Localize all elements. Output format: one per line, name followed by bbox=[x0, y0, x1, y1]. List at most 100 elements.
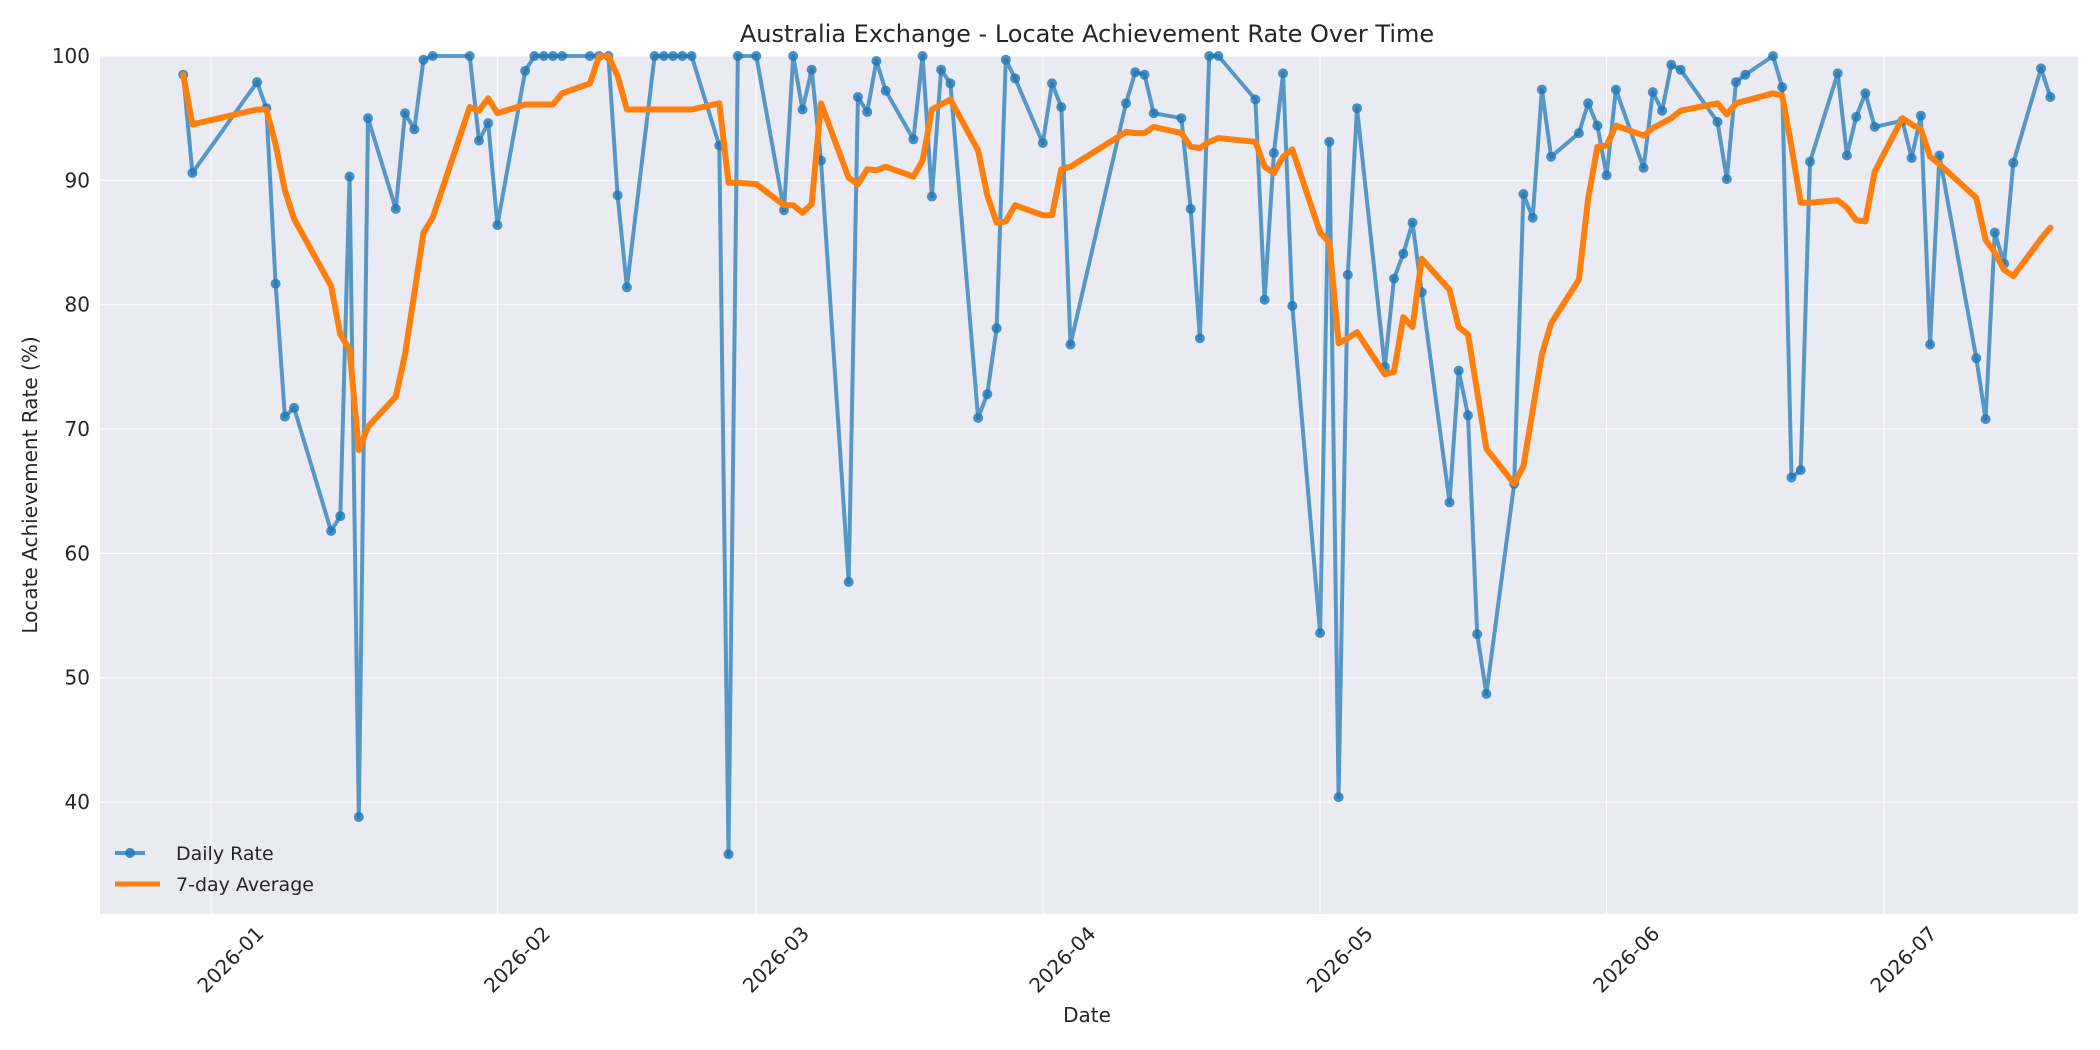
daily-rate-point bbox=[1148, 108, 1159, 119]
series-layer bbox=[178, 51, 2056, 860]
grid-lines bbox=[100, 55, 2078, 914]
y-axis-label: Locate Achievement Rate (%) bbox=[18, 336, 42, 633]
daily-rate-point bbox=[2036, 63, 2046, 74]
daily-rate-point bbox=[1453, 365, 1464, 376]
daily-rate-point bbox=[973, 412, 984, 423]
daily-rate-point bbox=[1333, 792, 1344, 803]
daily-rate-point bbox=[1712, 116, 1723, 127]
daily-rate-point bbox=[1056, 102, 1067, 112]
daily-rate-point bbox=[936, 64, 947, 75]
daily-rate-point bbox=[363, 113, 373, 124]
daily-rate-point bbox=[1139, 69, 1150, 80]
daily-rate-point bbox=[843, 577, 854, 587]
daily-rate-point bbox=[418, 54, 429, 65]
daily-rate-point bbox=[1980, 414, 1991, 425]
daily-rate-point bbox=[1740, 69, 1751, 80]
daily-rate-point bbox=[1315, 628, 1326, 638]
daily-rate-point bbox=[1860, 88, 1871, 99]
daily-rate-point bbox=[612, 190, 623, 201]
daily-rate-point bbox=[1047, 78, 1057, 89]
daily-rate-point bbox=[2045, 92, 2056, 102]
daily-rate-point bbox=[1934, 150, 1945, 161]
daily-rate-point bbox=[1463, 410, 1473, 421]
daily-rate-point bbox=[982, 389, 993, 400]
daily-rate-point bbox=[529, 51, 540, 61]
daily-rate-point bbox=[1768, 51, 1778, 61]
daily-rate-point bbox=[732, 51, 743, 61]
daily-rate-point bbox=[335, 511, 346, 522]
daily-rate-point bbox=[649, 51, 660, 61]
legend-daily-marker-swatch bbox=[125, 848, 135, 858]
daily-rate-point bbox=[1472, 629, 1483, 640]
legend: Daily Rate 7-day Average bbox=[115, 843, 314, 896]
daily-rate-point bbox=[880, 85, 891, 96]
daily-rate-point bbox=[926, 191, 937, 202]
daily-rate-point bbox=[991, 323, 1002, 334]
daily-rate-point bbox=[1287, 300, 1298, 311]
y-tick-label: 100 bbox=[52, 44, 90, 68]
chart-title: Australia Exchange - Locate Achievement … bbox=[740, 20, 1434, 48]
daily-rate-point bbox=[344, 171, 355, 182]
daily-rate-point bbox=[1647, 87, 1658, 98]
daily-rate-point bbox=[1869, 121, 1880, 132]
daily-rate-point bbox=[289, 402, 300, 413]
daily-rate-point bbox=[917, 51, 928, 61]
y-tick-label: 60 bbox=[65, 541, 90, 565]
daily-rate-point bbox=[1721, 174, 1732, 185]
daily-rate-point bbox=[1638, 162, 1649, 173]
daily-rate-point bbox=[1915, 110, 1926, 121]
daily-rate-point bbox=[1000, 54, 1011, 65]
daily-rate-point bbox=[1130, 67, 1141, 78]
daily-rate-point bbox=[1906, 153, 1917, 163]
plot-area bbox=[100, 56, 2078, 914]
daily-rate-point bbox=[1795, 465, 1806, 476]
daily-rate-point bbox=[520, 65, 531, 76]
daily-rate-point bbox=[400, 108, 410, 119]
daily-rate-point bbox=[1851, 111, 1862, 122]
daily-rate-point bbox=[1841, 150, 1852, 161]
daily-rate-point bbox=[1731, 77, 1741, 88]
daily-rate-point bbox=[1342, 269, 1353, 280]
daily-rate-point bbox=[908, 134, 919, 145]
daily-rate-point bbox=[390, 203, 401, 214]
daily-rate-point bbox=[668, 51, 679, 61]
daily-rate-point bbox=[945, 78, 956, 89]
daily-rate-point bbox=[1481, 688, 1492, 699]
daily-rate-point bbox=[1213, 51, 1224, 61]
daily-rate-point bbox=[1444, 497, 1455, 508]
daily-rate-point bbox=[621, 282, 632, 293]
daily-rate-point bbox=[1666, 59, 1677, 70]
daily-rate-point bbox=[270, 278, 281, 289]
daily-rate-point bbox=[1536, 84, 1547, 95]
daily-rate-point bbox=[1546, 151, 1557, 162]
daily-rate-point bbox=[806, 64, 817, 75]
daily-rate-point bbox=[1185, 203, 1196, 214]
daily-rate-point bbox=[1259, 294, 1270, 305]
daily-rate-point bbox=[474, 135, 484, 146]
daily-rate-point bbox=[797, 104, 808, 115]
daily-rate-point bbox=[1121, 98, 1131, 109]
daily-rate-point bbox=[852, 92, 863, 102]
daily-rate-point bbox=[686, 51, 697, 61]
daily-rate-point bbox=[2008, 157, 2019, 168]
daily-rate-point bbox=[1527, 212, 1538, 223]
y-tick-label: 80 bbox=[65, 293, 90, 317]
daily-rate-point bbox=[1675, 64, 1686, 75]
daily-rate-point bbox=[1925, 339, 1936, 350]
daily-rate-point bbox=[1324, 136, 1335, 147]
y-tick-label: 90 bbox=[65, 168, 90, 192]
daily-rate-point bbox=[584, 51, 595, 61]
daily-rate-point bbox=[1398, 248, 1409, 259]
daily-rate-point bbox=[658, 51, 669, 61]
daily-rate-point bbox=[862, 107, 873, 117]
y-tick-label: 40 bbox=[65, 790, 90, 814]
daily-rate-point bbox=[492, 220, 503, 231]
daily-rate-point bbox=[187, 167, 198, 178]
daily-rate-point bbox=[1592, 120, 1603, 131]
daily-rate-point bbox=[1601, 170, 1612, 181]
daily-rate-point bbox=[557, 51, 568, 61]
daily-rate-point bbox=[1176, 113, 1187, 124]
daily-rate-point bbox=[1971, 353, 1982, 364]
daily-rate-point bbox=[1065, 339, 1076, 350]
